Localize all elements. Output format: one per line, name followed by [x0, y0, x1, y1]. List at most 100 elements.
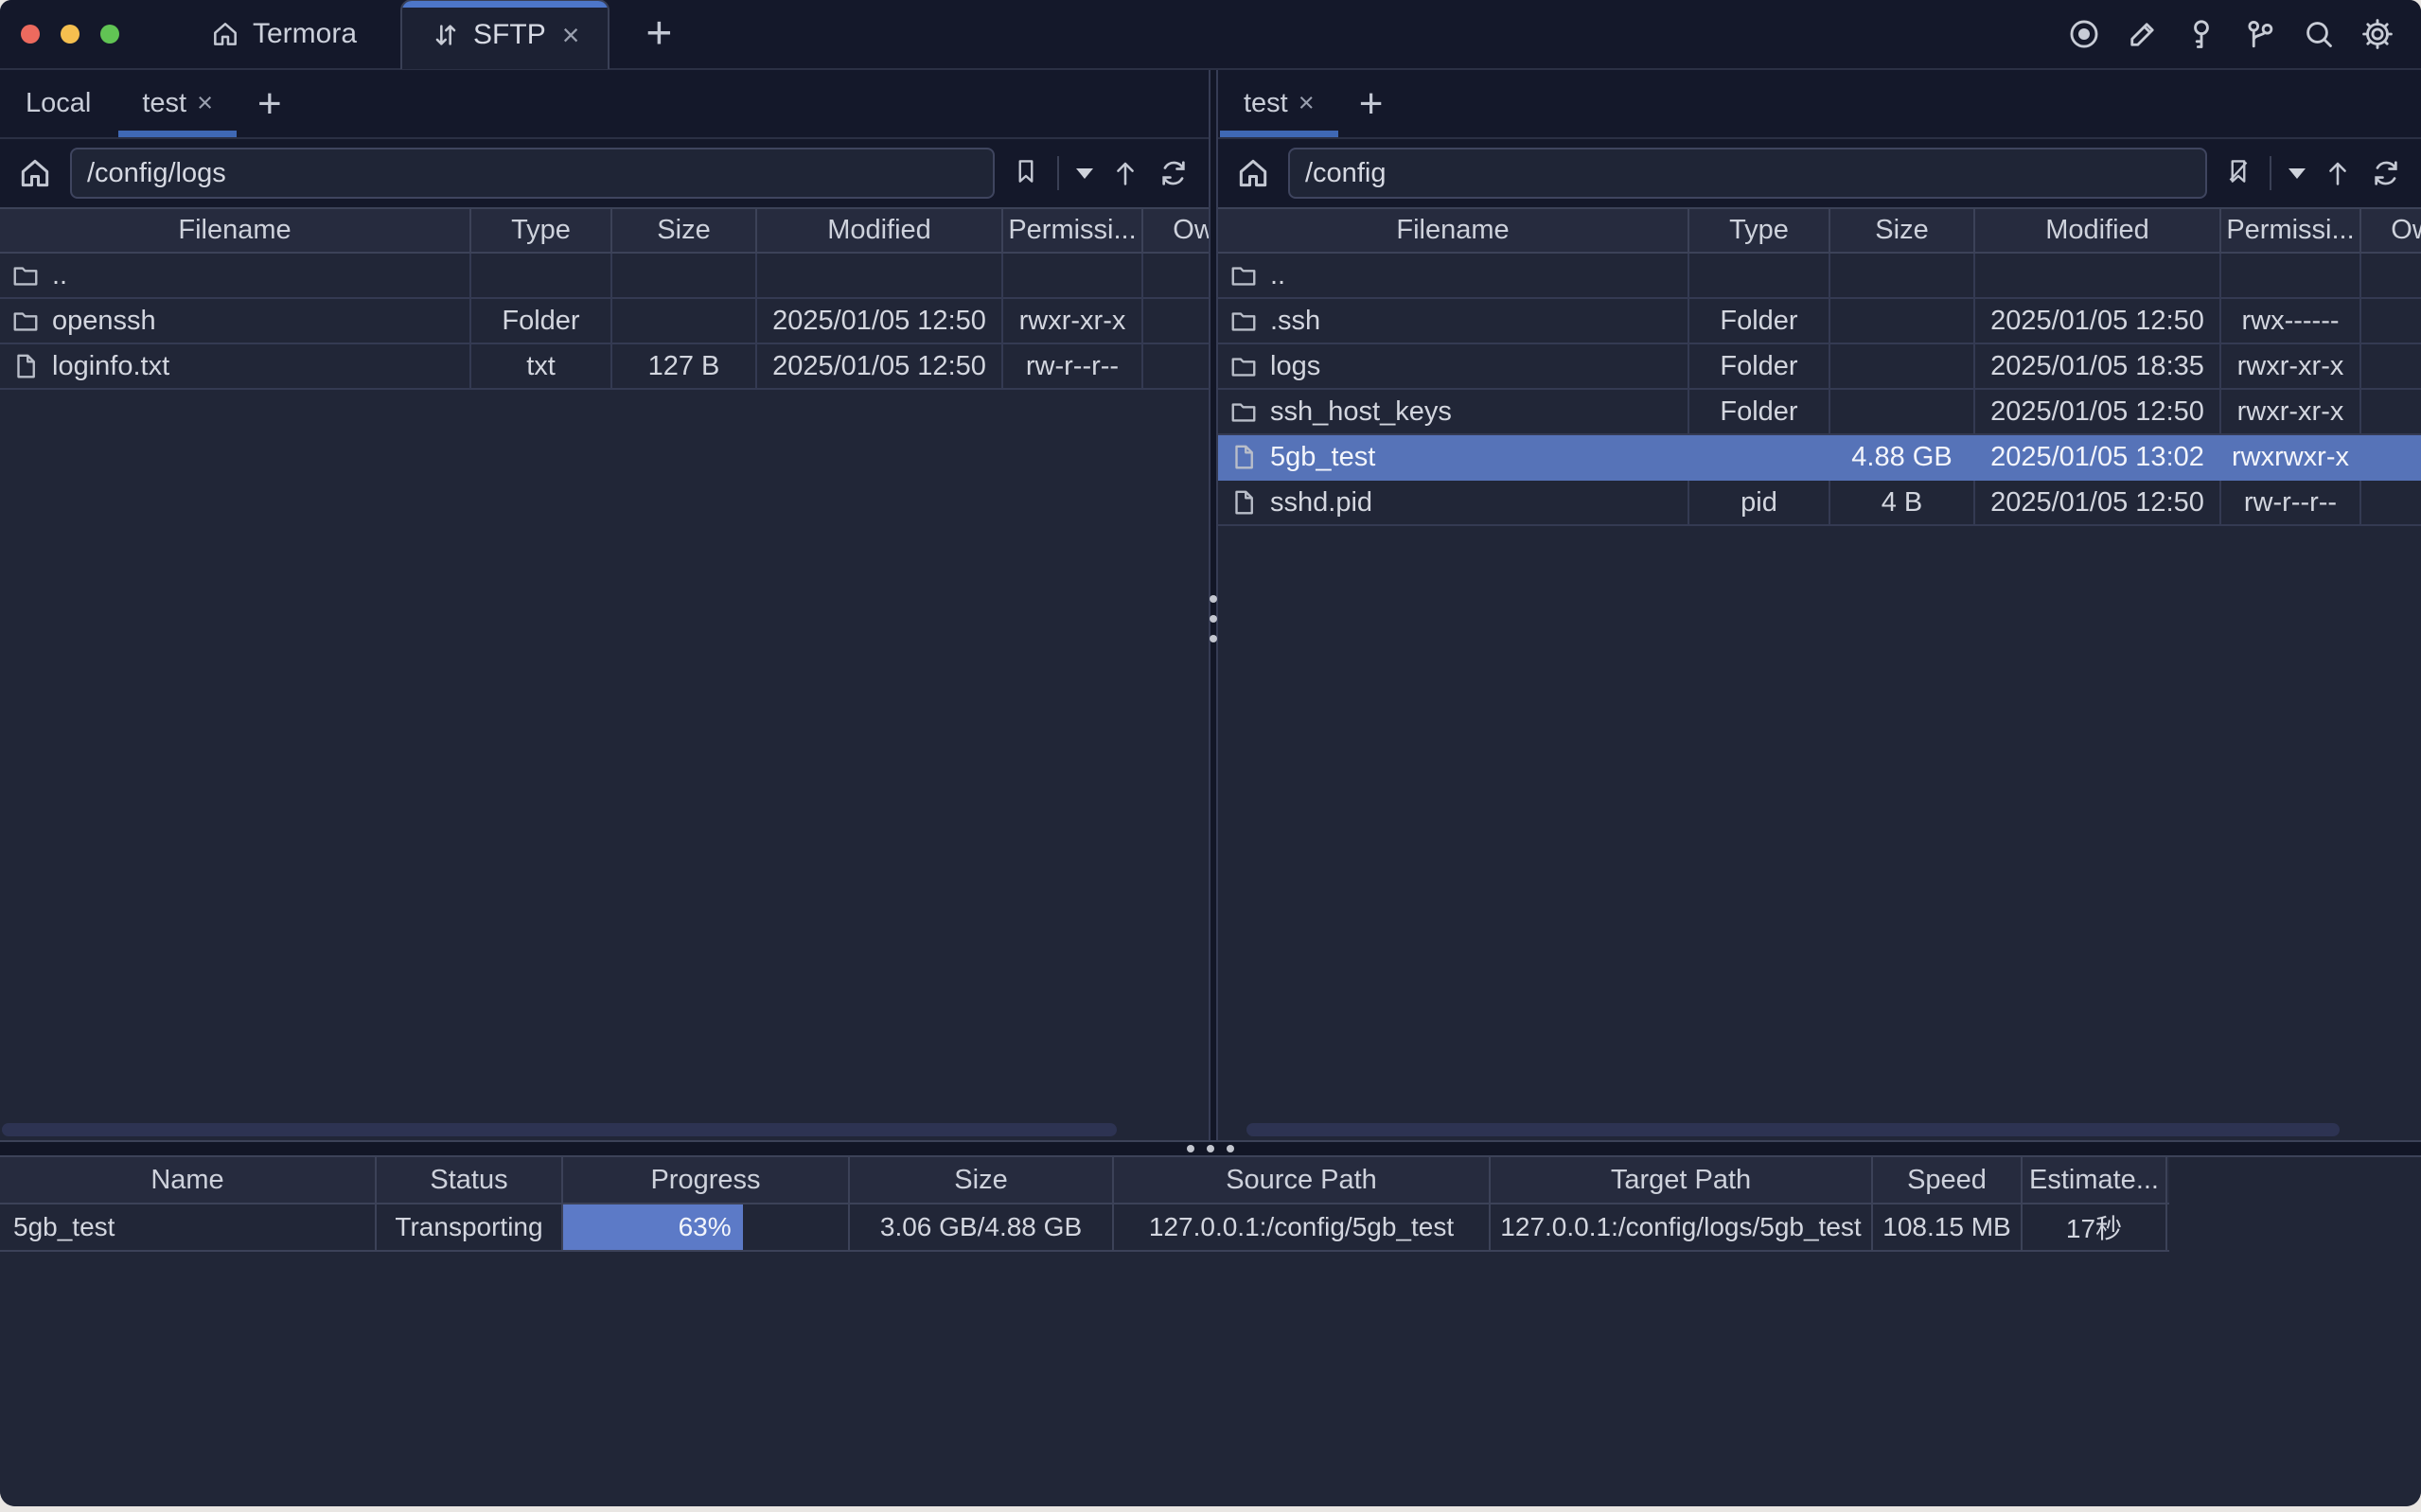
- tab-sftp[interactable]: SFTP ×: [400, 0, 610, 69]
- column-header-size[interactable]: Size: [612, 209, 757, 252]
- left-tab-test-close-icon[interactable]: ×: [197, 88, 214, 118]
- filename-label: ..: [1270, 259, 1286, 290]
- right-scrollbar-thumb[interactable]: [1246, 1123, 2340, 1136]
- file-row[interactable]: ssh_host_keys Folder 2025/01/05 12:50 rw…: [1218, 390, 2421, 435]
- refresh-icon[interactable]: [1157, 157, 1190, 189]
- bookmark-dropdown-icon[interactable]: [2288, 167, 2306, 179]
- horizontal-splitter[interactable]: [0, 1142, 2421, 1155]
- right-path-input[interactable]: [1288, 148, 2207, 199]
- filename-label: sshd.pid: [1270, 486, 1373, 518]
- owner-cell: [2361, 481, 2421, 524]
- size-cell: [1830, 254, 1975, 297]
- column-header-progress[interactable]: Progress: [563, 1157, 850, 1203]
- key-icon[interactable]: [2184, 17, 2218, 51]
- transfer-source-path-cell: 127.0.0.1:/config/5gb_test: [1114, 1204, 1491, 1250]
- column-header-owner[interactable]: Owner: [2361, 209, 2421, 252]
- right-tab-test[interactable]: test ×: [1218, 70, 1340, 137]
- filename-label: logs: [1270, 350, 1321, 381]
- column-header-status[interactable]: Status: [377, 1157, 563, 1203]
- tab-sftp-close-icon[interactable]: ×: [561, 18, 580, 52]
- column-header-size[interactable]: Size: [850, 1157, 1114, 1203]
- record-icon[interactable]: [2067, 17, 2101, 51]
- left-horizontal-scrollbar: [0, 1119, 1209, 1140]
- column-header-filename[interactable]: Filename: [1218, 209, 1689, 252]
- column-header-modified[interactable]: Modified: [757, 209, 1003, 252]
- column-header-permissions[interactable]: Permissi...: [1003, 209, 1143, 252]
- file-row[interactable]: 5gb_test 4.88 GB 2025/01/05 13:02 rwxrwx…: [1218, 435, 2421, 481]
- column-header-estimate[interactable]: Estimate...: [2023, 1157, 2167, 1203]
- vertical-splitter-grip-icon[interactable]: [1210, 595, 1217, 642]
- file-type-icon: [1229, 443, 1258, 471]
- owner-cell: [2361, 344, 2421, 388]
- bookmark-dropdown-icon[interactable]: [1076, 167, 1093, 179]
- new-terminal-tab-button[interactable]: +: [645, 9, 673, 59]
- left-path-input[interactable]: [70, 148, 995, 199]
- transfer-status-cell: Transporting: [377, 1204, 563, 1250]
- filename-label: ssh_host_keys: [1270, 396, 1452, 427]
- file-row[interactable]: .ssh Folder 2025/01/05 12:50 rwx------: [1218, 299, 2421, 344]
- vertical-splitter[interactable]: [1209, 70, 1218, 1140]
- right-tab-test-close-icon[interactable]: ×: [1298, 88, 1315, 118]
- file-row[interactable]: loginfo.txt txt 127 B 2025/01/05 12:50 r…: [0, 344, 1209, 390]
- column-header-modified[interactable]: Modified: [1975, 209, 2221, 252]
- transfer-name-cell: 5gb_test: [0, 1204, 377, 1250]
- column-header-owner[interactable]: Owner: [1143, 209, 1209, 252]
- home-icon[interactable]: [1235, 155, 1271, 191]
- column-header-name[interactable]: Name: [0, 1157, 377, 1203]
- tab-termora-home[interactable]: Termora: [210, 18, 357, 50]
- filename-label: ..: [52, 259, 68, 290]
- right-horizontal-scrollbar: [1218, 1119, 2421, 1140]
- left-tab-local[interactable]: Local: [26, 88, 92, 118]
- transfer-speed-cell: 108.15 MB: [1873, 1204, 2023, 1250]
- home-icon[interactable]: [17, 155, 53, 191]
- transfer-arrows-icon: [431, 20, 461, 50]
- file-type-icon: [11, 261, 40, 290]
- bookmark-slash-icon[interactable]: [2224, 157, 2253, 189]
- go-up-icon[interactable]: [1110, 158, 1140, 188]
- right-pane: test × +: [1218, 70, 2421, 1140]
- go-up-icon[interactable]: [2323, 158, 2353, 188]
- file-row[interactable]: sshd.pid pid 4 B 2025/01/05 12:50 rw-r--…: [1218, 481, 2421, 526]
- keychain-icon[interactable]: [2243, 17, 2277, 51]
- column-header-type[interactable]: Type: [1689, 209, 1830, 252]
- column-header-filename[interactable]: Filename: [0, 209, 471, 252]
- close-window-button[interactable]: [21, 25, 40, 44]
- column-header-type[interactable]: Type: [471, 209, 612, 252]
- column-header-size[interactable]: Size: [1830, 209, 1975, 252]
- transfer-target-path-cell: 127.0.0.1:/config/logs/5gb_test: [1491, 1204, 1873, 1250]
- settings-gear-icon[interactable]: [2360, 17, 2394, 51]
- permissions-cell: [1003, 254, 1143, 297]
- search-icon[interactable]: [2302, 17, 2336, 51]
- left-new-tab-button[interactable]: +: [257, 79, 282, 127]
- zoom-window-button[interactable]: [100, 25, 119, 44]
- transfer-row[interactable]: 5gb_test Transporting 63% 3.06 GB/4.88 G…: [0, 1204, 2169, 1252]
- left-tab-test[interactable]: test ×: [116, 70, 239, 137]
- right-table-empty-area: [1218, 526, 2421, 1119]
- file-row[interactable]: ..: [1218, 254, 2421, 299]
- transfer-panel: Name Status Progress Size Source Path Ta…: [0, 1155, 2421, 1506]
- left-table-rows: ..: [0, 254, 1209, 390]
- permissions-cell: rwx------: [2221, 299, 2361, 343]
- modified-cell: [757, 254, 1003, 297]
- file-row[interactable]: openssh Folder 2025/01/05 12:50 rwxr-xr-…: [0, 299, 1209, 344]
- column-header-permissions[interactable]: Permissi...: [2221, 209, 2361, 252]
- transfer-progress-label: 63%: [678, 1212, 732, 1241]
- owner-cell: [2361, 299, 2421, 343]
- left-scrollbar-thumb[interactable]: [2, 1123, 1117, 1136]
- file-row[interactable]: ..: [0, 254, 1209, 299]
- file-row[interactable]: logs Folder 2025/01/05 18:35 rwxr-xr-x: [1218, 344, 2421, 390]
- column-header-source-path[interactable]: Source Path: [1114, 1157, 1491, 1203]
- column-header-target-path[interactable]: Target Path: [1491, 1157, 1873, 1203]
- bookmark-icon[interactable]: [1012, 157, 1040, 189]
- permissions-cell: rw-r--r--: [2221, 481, 2361, 524]
- size-cell: [612, 254, 757, 297]
- edit-icon[interactable]: [2126, 17, 2160, 51]
- active-tab-accent: [402, 1, 609, 8]
- minimize-window-button[interactable]: [61, 25, 80, 44]
- horizontal-splitter-grip-icon[interactable]: [1187, 1145, 1234, 1152]
- column-header-speed[interactable]: Speed: [1873, 1157, 2023, 1203]
- right-new-tab-button[interactable]: +: [1358, 79, 1384, 127]
- file-type-icon: [1229, 397, 1258, 426]
- permissions-cell: rwxr-xr-x: [2221, 390, 2361, 433]
- refresh-icon[interactable]: [2370, 157, 2402, 189]
